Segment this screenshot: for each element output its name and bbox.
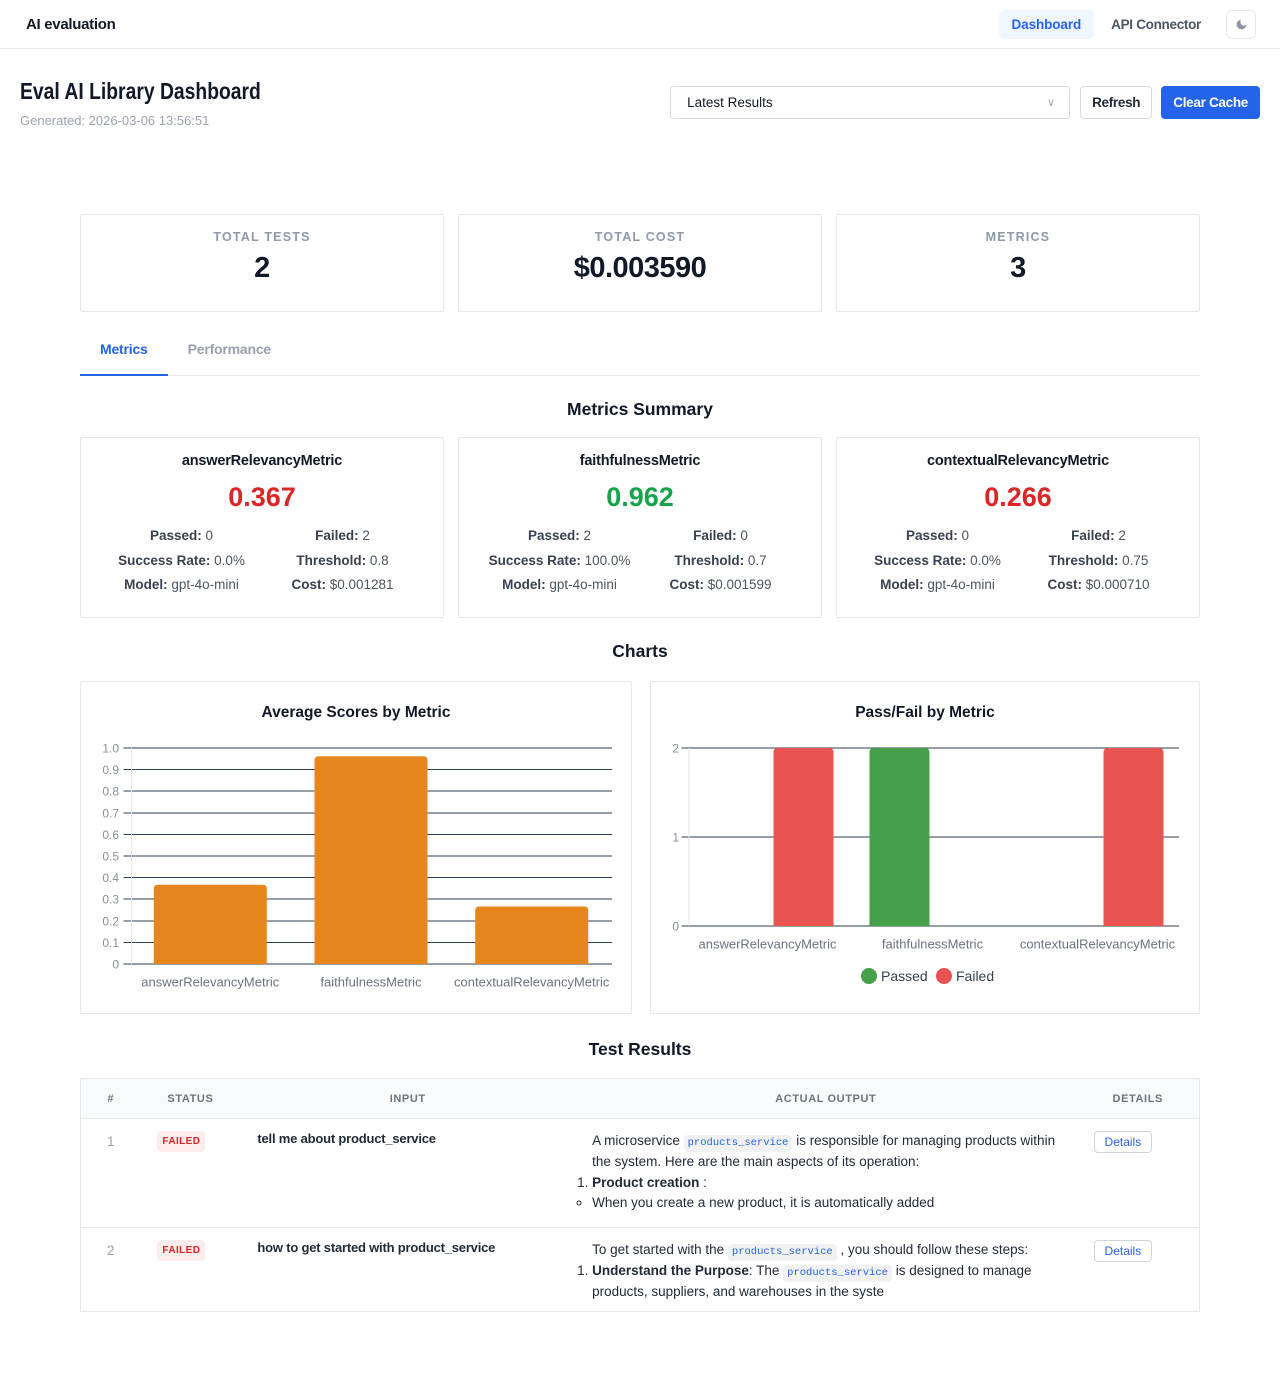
svg-text:0: 0 [112,958,119,972]
svg-text:Pass/Fail by Metric: Pass/Fail by Metric [855,704,995,721]
svg-text:0.3: 0.3 [102,893,119,907]
svg-text:0: 0 [672,920,679,934]
svg-text:answerRelevancyMetric: answerRelevancyMetric [141,975,279,990]
svg-text:2: 2 [672,742,679,756]
svg-text:faithfulnessMetric: faithfulnessMetric [320,975,422,990]
svg-text:Passed: Passed [881,968,928,984]
svg-text:0.8: 0.8 [102,785,119,799]
svg-text:1.0: 1.0 [102,742,119,756]
svg-text:1: 1 [672,831,679,845]
svg-text:0.6: 0.6 [102,828,119,842]
svg-text:0.1: 0.1 [102,936,119,950]
svg-text:Average Scores by Metric: Average Scores by Metric [262,704,451,721]
svg-text:0.9: 0.9 [102,763,119,777]
svg-text:answerRelevancyMetric: answerRelevancyMetric [699,937,837,952]
svg-text:Failed: Failed [956,968,994,984]
svg-text:contextualRelevancyMetric: contextualRelevancyMetric [454,975,610,990]
svg-text:0.4: 0.4 [102,871,119,885]
svg-text:0.2: 0.2 [102,914,119,928]
svg-text:0.7: 0.7 [102,806,119,820]
svg-text:0.5: 0.5 [102,850,119,864]
svg-text:contextualRelevancyMetric: contextualRelevancyMetric [1020,937,1176,952]
svg-text:faithfulnessMetric: faithfulnessMetric [882,937,984,952]
